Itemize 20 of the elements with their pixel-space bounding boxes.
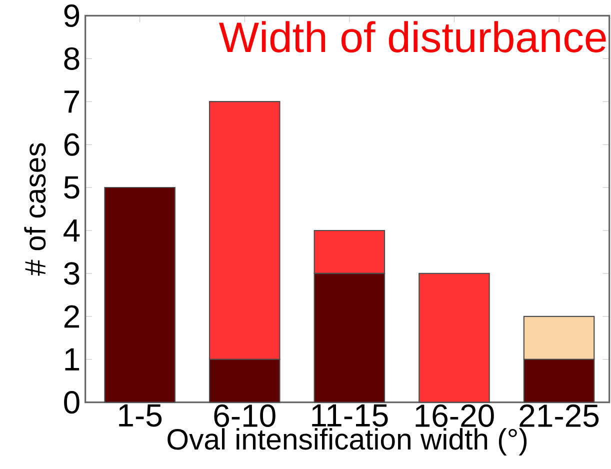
y-tick-label: 5 [64,176,80,199]
x-axis-title: Oval intensification width (°) [168,428,527,456]
y-tick-label: 1 [65,348,80,370]
x-tick-label: 1-5 [119,404,162,427]
y-tick-label: 4 [64,219,80,242]
annotation: Width of disturbance [218,21,606,52]
y-tick-label: 3 [64,262,80,285]
y-tick-label: 0 [64,391,80,414]
y-axis-title: # of cases [24,143,46,276]
y-tick-label: 6 [64,133,80,156]
bar [418,272,490,403]
x-tick-label: 21-25 [520,404,599,428]
y-tick-label: 7 [64,90,80,113]
y-tick-label: 9 [64,4,80,27]
x-tick-label: 11-15 [312,404,388,427]
bar [104,186,176,403]
x-tick-label: 16-20 [416,404,494,428]
y-tick-label: 8 [64,47,80,70]
x-tick-label: 6-10 [214,404,276,428]
y-tick-label: 2 [64,305,80,328]
